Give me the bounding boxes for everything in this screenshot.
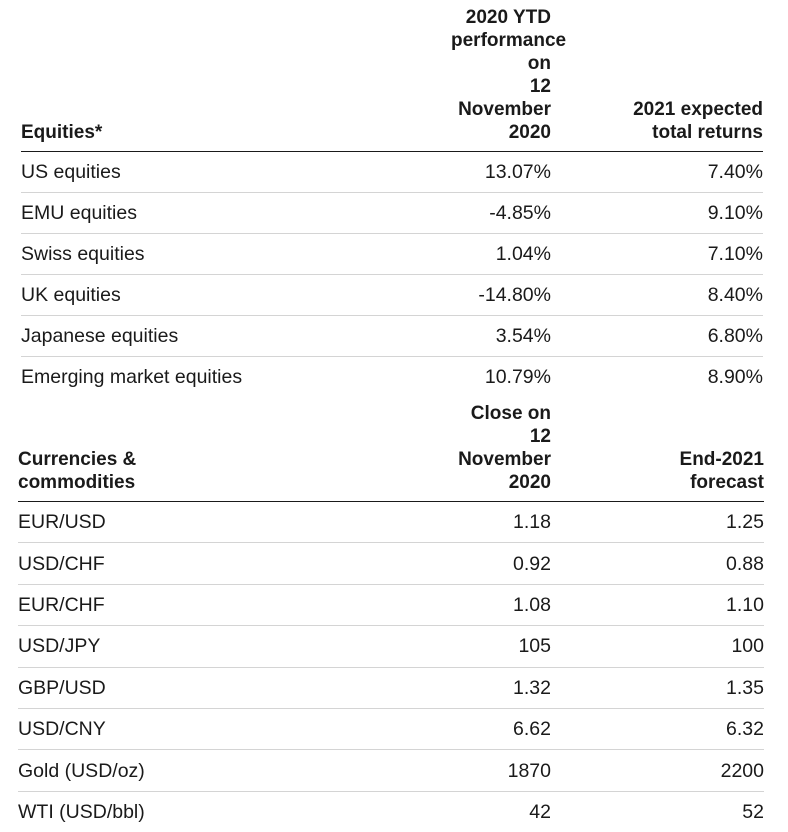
- table-row: EMU equities -4.85% 9.10%: [21, 192, 763, 234]
- table-cell: USD/CHF: [18, 542, 451, 585]
- table-cell: 3.54%: [451, 315, 551, 357]
- table-cell: UK equities: [21, 274, 451, 316]
- table-cell: 6.62: [451, 708, 551, 751]
- table-cell: 1870: [451, 749, 551, 792]
- table-cell: 1.32: [451, 667, 551, 709]
- table-row: UK equities -14.80% 8.40%: [21, 274, 763, 316]
- table-row: USD/CHF 0.92 0.88: [18, 542, 764, 585]
- table-row: USD/JPY 105 100: [18, 625, 764, 668]
- table-cell: Emerging market equities: [21, 366, 243, 388]
- table-cell: -4.85%: [451, 192, 551, 234]
- column-header: Equities*: [21, 6, 451, 152]
- currencies-commodities-table: Currencies & commodities Close on 12 Nov…: [18, 402, 764, 832]
- table-cell: 8.40%: [551, 274, 763, 316]
- table-row: Japanese equities 3.54% 6.80%: [21, 315, 763, 357]
- table-row: WTI (USD/bbl) 42 52: [18, 791, 764, 832]
- table-cell: US equities: [21, 151, 451, 193]
- table-row: Gold (USD/oz) 1870 2200: [18, 749, 764, 792]
- table-row: GBP/USD 1.32 1.35: [18, 667, 764, 709]
- table-cell: 1.25: [551, 501, 764, 544]
- table-cell: EUR/CHF: [18, 584, 451, 627]
- table-row: EUR/USD 1.18 1.25: [18, 501, 764, 544]
- table-cell: 8.90%: [707, 366, 763, 388]
- table-row: EUR/CHF 1.08 1.10: [18, 584, 764, 627]
- table-cell: Swiss equities: [21, 233, 451, 275]
- column-header: 2020 YTD performance on 12 November 2020: [451, 6, 566, 152]
- table-cell: WTI (USD/bbl): [18, 800, 145, 823]
- table-cell: 10.79%: [484, 366, 551, 388]
- table-cell: -14.80%: [451, 274, 551, 316]
- table-cell: 0.88: [551, 542, 764, 585]
- table-cell: 7.40%: [551, 151, 763, 193]
- table-cell: 1.18: [451, 501, 551, 544]
- table-cell: 6.80%: [551, 315, 763, 357]
- table-cell: Japanese equities: [21, 315, 451, 357]
- table-cell: GBP/USD: [18, 667, 451, 709]
- table-cell: 6.32: [551, 708, 764, 751]
- table-cell: USD/JPY: [18, 625, 451, 668]
- column-header: Close on 12 November 2020: [451, 402, 551, 502]
- table-cell: 1.35: [551, 667, 764, 709]
- table-cell: 1.08: [451, 584, 551, 627]
- table-row: Emerging market equities 10.79% 8.90%: [21, 357, 763, 398]
- table-cell: 13.07%: [451, 151, 551, 193]
- table-row: USD/CNY 6.62 6.32: [18, 708, 764, 751]
- table-cell: 9.10%: [551, 192, 763, 234]
- table-cell: 52: [742, 800, 764, 823]
- table-cell: 0.92: [451, 542, 551, 585]
- table-cell: 1.10: [551, 584, 764, 627]
- table-cell: 42: [529, 800, 551, 823]
- equities-table: Equities* 2020 YTD performance on 12 Nov…: [21, 6, 763, 397]
- table-cell: EMU equities: [21, 192, 451, 234]
- column-header: End-2021 forecast: [551, 402, 764, 502]
- column-header: Currencies & commodities: [18, 402, 451, 502]
- header-row: Currencies & commodities Close on 12 Nov…: [18, 402, 764, 502]
- header-row: Equities* 2020 YTD performance on 12 Nov…: [21, 6, 763, 152]
- table-cell: 100: [551, 625, 764, 668]
- table-cell: 1.04%: [451, 233, 551, 275]
- table-cell: Gold (USD/oz): [18, 749, 451, 792]
- table-row: US equities 13.07% 7.40%: [21, 151, 763, 193]
- table-cell: EUR/USD: [18, 501, 451, 544]
- column-header: 2021 expected total returns: [551, 6, 763, 152]
- table-cell: USD/CNY: [18, 708, 451, 751]
- table-cell: 7.10%: [551, 233, 763, 275]
- table-cell: 105: [451, 625, 551, 668]
- table-row: Swiss equities 1.04% 7.10%: [21, 233, 763, 275]
- table-cell: 2200: [551, 749, 764, 792]
